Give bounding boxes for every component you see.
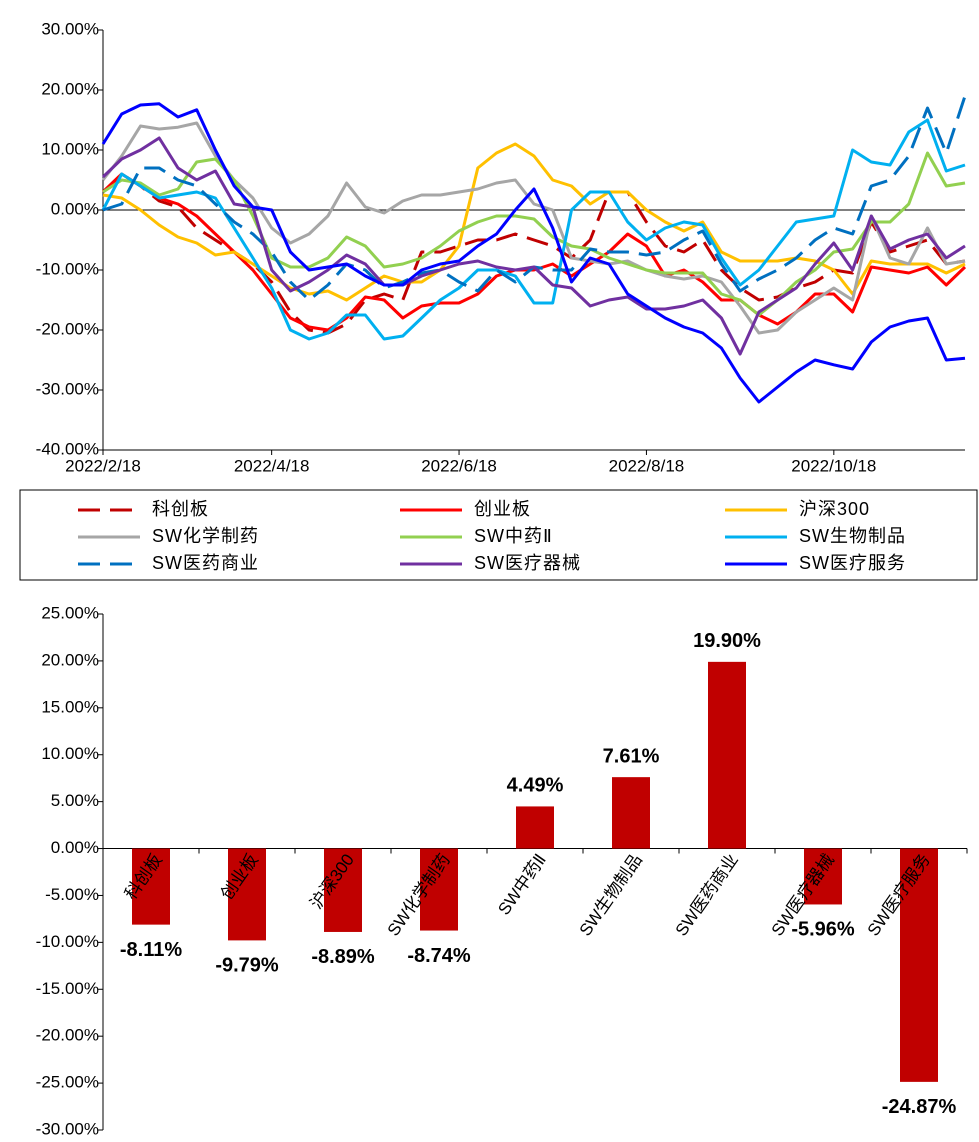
series-line — [101, 118, 966, 341]
y-tick-label: -15.00% — [36, 979, 99, 998]
x-tick-label: 2022/8/18 — [609, 456, 685, 475]
bar — [132, 848, 170, 925]
value-label: -24.87% — [882, 1096, 957, 1118]
y-tick-label: -10.00% — [36, 259, 99, 278]
bar — [420, 848, 458, 931]
value-label: -8.89% — [311, 946, 375, 968]
legend-box — [19, 489, 978, 581]
y-tick-label: 30.00% — [41, 19, 99, 38]
legend-label: SW医疗器械 — [474, 553, 581, 573]
x-tick-label: SW生物制品 — [576, 851, 646, 940]
bar — [324, 848, 362, 932]
value-label: -5.96% — [791, 919, 855, 941]
bar — [708, 661, 746, 849]
value-label: 4.49% — [507, 775, 564, 797]
y-tick-label: -5.00% — [45, 885, 99, 904]
legend-label: 科创板 — [152, 499, 209, 519]
legend-label: SW化学制药 — [152, 526, 259, 546]
x-tick-label: 2022/10/18 — [791, 456, 876, 475]
y-tick-label: 10.00% — [41, 139, 99, 158]
legend-label: SW生物制品 — [799, 526, 906, 546]
y-tick-label: 20.00% — [41, 79, 99, 98]
y-tick-label: 15.00% — [41, 697, 99, 716]
y-tick-label: -10.00% — [36, 932, 99, 951]
x-tick-label: SW医药商业 — [672, 851, 742, 940]
legend-label: SW中药Ⅱ — [474, 526, 553, 546]
value-label: -9.79% — [215, 955, 279, 977]
bar — [804, 848, 842, 905]
bar — [228, 848, 266, 941]
y-tick-label: -25.00% — [36, 1073, 99, 1092]
value-label: 19.90% — [693, 630, 761, 652]
series-line — [101, 102, 966, 404]
x-tick-label: SW中药Ⅱ — [494, 851, 550, 919]
series-line — [101, 136, 966, 356]
y-tick-label: 0.00% — [51, 838, 99, 857]
y-tick-label: -40.00% — [36, 439, 99, 458]
series-line — [101, 121, 966, 335]
y-tick-label: -20.00% — [36, 319, 99, 338]
x-tick-label: 2022/4/18 — [234, 456, 310, 475]
y-tick-label: 5.00% — [51, 791, 99, 810]
x-tick-label: 2022/6/18 — [421, 456, 497, 475]
y-tick-label: -30.00% — [36, 379, 99, 398]
y-tick-label: 0.00% — [51, 199, 99, 218]
y-tick-label: 20.00% — [41, 650, 99, 669]
y-tick-label: 10.00% — [41, 744, 99, 763]
value-label: -8.74% — [407, 945, 471, 967]
bar — [612, 777, 650, 849]
legend-label: 沪深300 — [799, 499, 870, 519]
legend-label: SW医疗服务 — [799, 553, 906, 573]
y-tick-label: -20.00% — [36, 1026, 99, 1045]
legend-label: SW医药商业 — [152, 553, 259, 573]
y-tick-label: -30.00% — [36, 1119, 99, 1137]
bar — [900, 848, 938, 1082]
value-label: 7.61% — [603, 745, 660, 767]
legend-label: 创业板 — [474, 499, 531, 519]
bar — [516, 806, 554, 849]
series-line — [101, 172, 967, 332]
y-tick-label: 25.00% — [41, 603, 99, 622]
value-label: -8.11% — [120, 939, 182, 961]
series-line — [102, 151, 966, 317]
x-tick-label: 2022/2/18 — [65, 456, 141, 475]
